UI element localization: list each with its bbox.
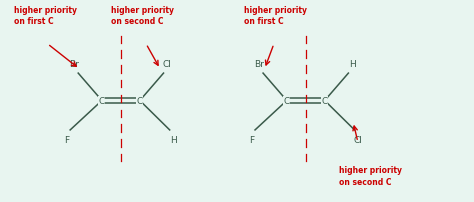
Text: Br: Br xyxy=(70,60,79,69)
Text: H: H xyxy=(349,60,356,69)
Text: higher priority
on second C: higher priority on second C xyxy=(111,6,174,26)
Text: F: F xyxy=(249,135,254,144)
Text: H: H xyxy=(170,135,177,144)
Text: Cl: Cl xyxy=(354,135,363,144)
Text: Br: Br xyxy=(255,60,264,69)
Text: C: C xyxy=(321,97,328,105)
Text: C: C xyxy=(99,97,105,105)
Text: Cl: Cl xyxy=(163,60,172,69)
Text: higher priority
on first C: higher priority on first C xyxy=(244,6,307,26)
Text: F: F xyxy=(64,135,69,144)
Text: C: C xyxy=(283,97,290,105)
Text: C: C xyxy=(137,97,143,105)
Text: higher priority
on second C: higher priority on second C xyxy=(339,166,402,186)
Text: higher priority
on first C: higher priority on first C xyxy=(14,6,77,26)
